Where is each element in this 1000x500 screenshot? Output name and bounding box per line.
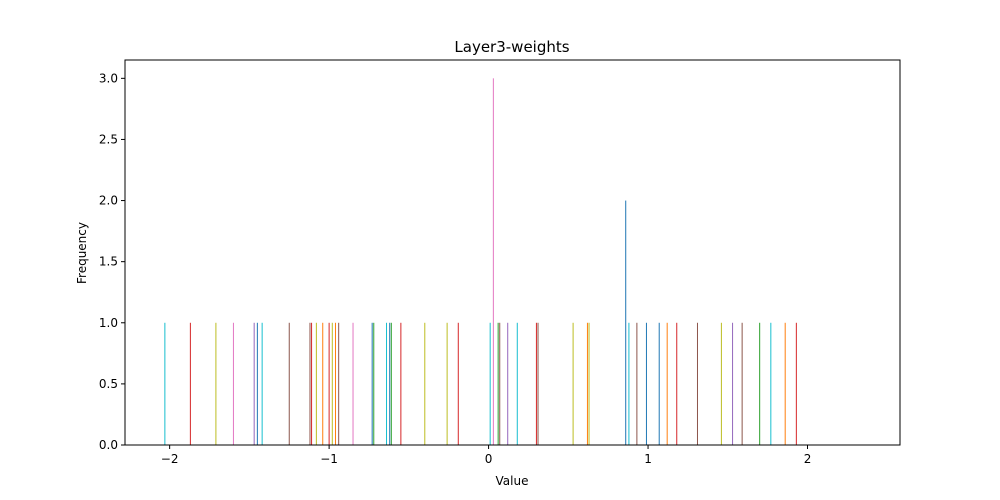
histogram-bar xyxy=(586,322,588,445)
histogram-bar xyxy=(189,322,191,445)
histogram-bar xyxy=(720,322,722,445)
y-tick-label: 3.0 xyxy=(99,71,118,85)
histogram-bar xyxy=(572,322,574,445)
plot-frame xyxy=(124,59,901,446)
histogram-bar xyxy=(446,322,448,445)
histogram-bar xyxy=(625,200,627,445)
x-tick-label: 0 xyxy=(485,452,493,466)
histogram-bar xyxy=(497,322,499,445)
x-tick-label: −1 xyxy=(320,452,338,466)
histogram-bar xyxy=(741,322,743,445)
x-tick-label: 1 xyxy=(644,452,652,466)
histogram-bar xyxy=(507,322,509,445)
chart-title: Layer3-weights xyxy=(454,38,569,56)
histogram-bar xyxy=(457,322,459,445)
histogram-bar xyxy=(499,322,501,445)
histogram-bar xyxy=(666,322,668,445)
histogram-bar xyxy=(390,322,392,445)
histogram-bar xyxy=(537,322,539,445)
histogram-bar xyxy=(588,322,590,445)
histogram-bar xyxy=(795,322,797,445)
histogram-bar xyxy=(215,322,217,445)
histogram-bar xyxy=(371,322,373,445)
x-tick-label: −2 xyxy=(161,452,179,466)
histogram-bar xyxy=(658,322,660,445)
y-tick-label: 0.0 xyxy=(99,438,118,452)
x-axis: −2 −1 0 1 2 xyxy=(161,445,812,466)
histogram-bar xyxy=(261,322,263,445)
histogram-bar xyxy=(628,322,630,445)
histogram-bar xyxy=(352,322,354,445)
y-tick-label: 0.5 xyxy=(99,377,118,391)
histogram-bar xyxy=(322,322,324,445)
histogram-bar xyxy=(759,322,761,445)
histogram-bar xyxy=(645,322,647,445)
histogram-bar xyxy=(328,322,330,445)
y-tick-label: 2.5 xyxy=(99,132,118,146)
histogram-bar xyxy=(636,322,638,445)
y-axis-label: Frequency xyxy=(75,222,89,284)
histogram-bar xyxy=(331,322,333,445)
histogram-bar xyxy=(732,322,734,445)
histogram-bar xyxy=(676,322,678,445)
histogram-bar xyxy=(516,322,518,445)
histogram-bar xyxy=(770,322,772,445)
y-tick-label: 2.0 xyxy=(99,194,118,208)
bars-layer xyxy=(164,78,797,445)
y-axis: 0.0 0.5 1.0 1.5 2.0 2.5 3.0 xyxy=(99,71,125,452)
histogram-bar xyxy=(492,78,494,445)
histogram-bar xyxy=(253,322,255,445)
histogram-bar xyxy=(311,322,313,445)
histogram-bar xyxy=(232,322,234,445)
x-tick-label: 2 xyxy=(804,452,812,466)
histogram-bar xyxy=(784,322,786,445)
histogram-bar xyxy=(338,322,340,445)
histogram-bar xyxy=(334,322,336,445)
histogram-bar xyxy=(389,322,391,445)
histogram-bar xyxy=(288,322,290,445)
histogram-bar xyxy=(386,322,388,445)
histogram-bar xyxy=(696,322,698,445)
histogram-bar xyxy=(489,322,491,445)
histogram-bar xyxy=(164,322,166,445)
y-tick-label: 1.5 xyxy=(99,255,118,269)
histogram-bar xyxy=(373,322,375,445)
histogram-bar xyxy=(309,322,311,445)
x-axis-label: Value xyxy=(496,474,529,488)
histogram-bar xyxy=(535,322,537,445)
histogram-bar xyxy=(400,322,402,445)
histogram-bar xyxy=(315,322,317,445)
y-tick-label: 1.0 xyxy=(99,316,118,330)
histogram-bar xyxy=(424,322,426,445)
histogram-bar xyxy=(256,322,258,445)
